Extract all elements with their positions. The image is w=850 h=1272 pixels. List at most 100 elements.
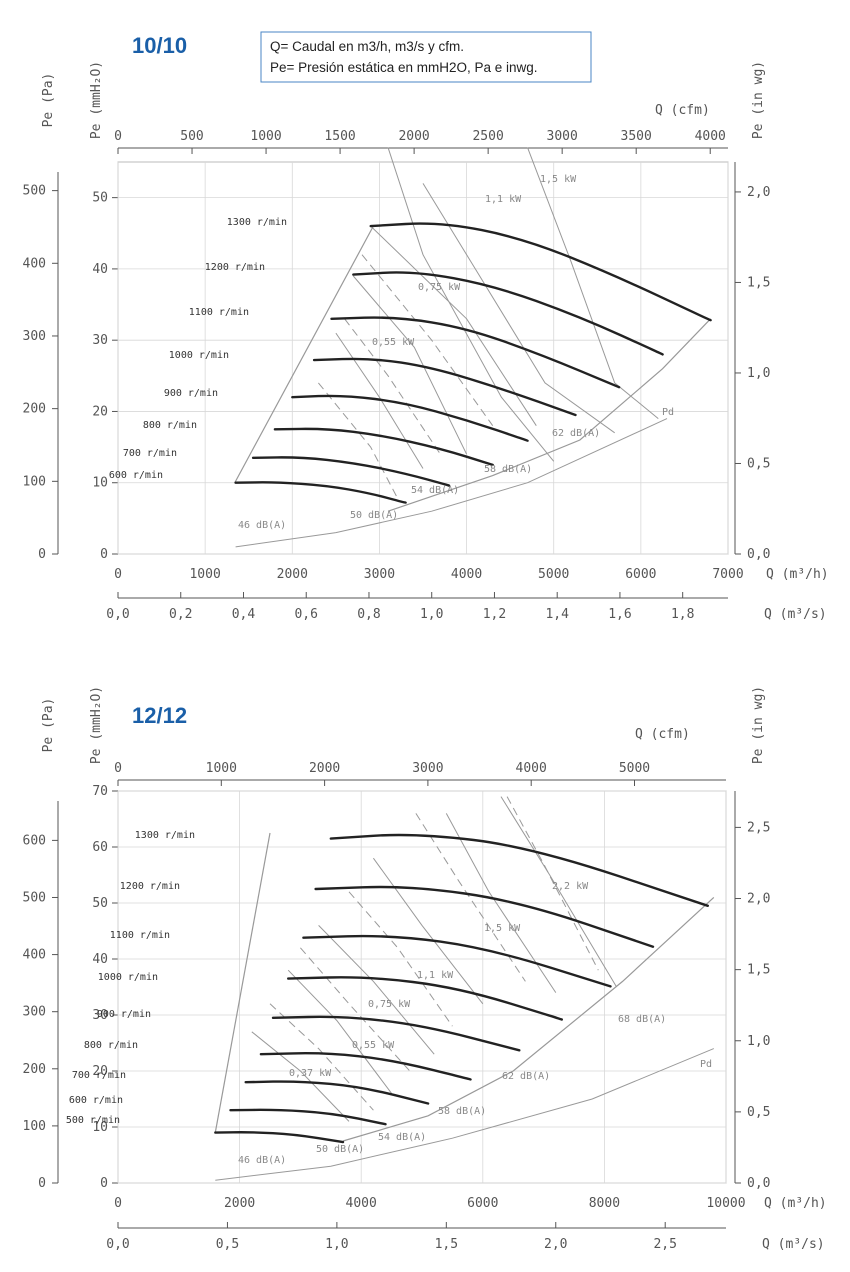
speed-label: 800 r/min xyxy=(84,1040,138,1051)
iso-line xyxy=(500,796,618,988)
vertical-axis-label: Pe (in wg) xyxy=(751,61,766,139)
speed-label: 1300 r/min xyxy=(227,217,287,228)
bottom2-tick-label: 0,4 xyxy=(232,607,256,622)
plot-frame xyxy=(117,790,727,1184)
speed-curve xyxy=(369,222,712,322)
top-tick-label: 1000 xyxy=(250,129,281,144)
y-tick-label: 40 xyxy=(92,262,108,277)
pd-curve xyxy=(215,1048,714,1181)
pa-tick-label: 200 xyxy=(23,402,46,417)
iso-annotation: 46 dB(A) xyxy=(238,520,286,531)
power-iso-line xyxy=(269,1003,374,1111)
speed-curve xyxy=(259,1052,472,1081)
legend-line-1: Q= Caudal en m3/h, m3/s y cfm. xyxy=(270,39,464,54)
y-tick-label: 0 xyxy=(100,547,108,562)
iso-annotation: 1,5 kW xyxy=(540,174,577,185)
pa-tick-label: 200 xyxy=(23,1062,46,1077)
vertical-axis-label: Pe (Pa) xyxy=(41,73,56,128)
iso-annotation: 0,75 kW xyxy=(368,999,411,1010)
pa-tick-label: 400 xyxy=(23,256,46,271)
power-iso-line xyxy=(348,891,453,1027)
speed-curve xyxy=(244,1080,430,1105)
stall-envelope xyxy=(234,225,374,484)
iso-line xyxy=(372,857,484,1005)
speed-curve xyxy=(271,1015,521,1052)
bottom2-tick-label: 0,5 xyxy=(216,1237,239,1252)
bottom2-tick-label: 1,2 xyxy=(483,607,506,622)
bottom2-axis-label: Q (m³/s) xyxy=(762,1237,825,1252)
x-tick-label: 4000 xyxy=(451,567,482,582)
x-tick-label: 1000 xyxy=(189,567,220,582)
iso-annotation: 58 dB(A) xyxy=(484,464,532,475)
iso-annotation: 1,1 kW xyxy=(417,970,454,981)
top-tick-label: 0 xyxy=(114,761,122,776)
speed-label: 1000 r/min xyxy=(169,350,229,361)
power-iso-line xyxy=(361,254,494,426)
speed-curve xyxy=(273,427,494,467)
iso-annotation: 0,55 kW xyxy=(372,337,415,348)
iso-line xyxy=(251,1031,350,1122)
y-tick-label: 70 xyxy=(92,784,108,799)
y-tick-label: 60 xyxy=(92,840,108,855)
x-tick-label: 4000 xyxy=(346,1196,377,1211)
bottom2-tick-label: 0,2 xyxy=(169,607,192,622)
inwg-tick-label: 0,5 xyxy=(747,456,770,471)
x-tick-label: 2000 xyxy=(277,567,308,582)
chart-title: 10/10 xyxy=(132,33,187,58)
vertical-axis-label: Pe (mmH₂O) xyxy=(89,686,104,764)
speed-curve xyxy=(352,271,664,356)
top-tick-label: 3000 xyxy=(412,761,443,776)
pa-tick-label: 100 xyxy=(23,474,46,489)
bottom2-tick-label: 0,0 xyxy=(106,607,129,622)
iso-annotation: Pd xyxy=(662,407,674,418)
inwg-tick-label: 0,5 xyxy=(747,1105,770,1120)
speed-label: 900 r/min xyxy=(97,1009,151,1020)
bottom2-tick-label: 1,0 xyxy=(325,1237,348,1252)
iso-line xyxy=(370,225,537,426)
legend-line-2: Pe= Presión estática en mmH2O, Pa e inwg… xyxy=(270,60,538,75)
y-tick-label: 50 xyxy=(92,191,108,206)
top-tick-label: 1000 xyxy=(206,761,237,776)
pa-tick-label: 100 xyxy=(23,1119,46,1134)
vertical-axis-label: Pe (Pa) xyxy=(41,698,56,753)
speed-label: 1100 r/min xyxy=(110,930,170,941)
speed-curve xyxy=(229,1108,387,1126)
speed-curve xyxy=(291,394,529,442)
y-tick-label: 30 xyxy=(92,333,108,348)
iso-line xyxy=(342,896,715,1142)
pd-curve xyxy=(235,418,668,548)
iso-line xyxy=(387,147,555,462)
speed-label: 900 r/min xyxy=(164,388,218,399)
iso-line xyxy=(318,925,435,1055)
iso-annotation: 50 dB(A) xyxy=(316,1144,364,1155)
iso-annotation: 46 dB(A) xyxy=(238,1155,286,1166)
speed-label: 600 r/min xyxy=(109,470,163,481)
iso-annotation: 50 dB(A) xyxy=(350,510,398,521)
speed-curve xyxy=(329,833,709,907)
stall-envelope xyxy=(214,832,271,1133)
y-tick-label: 0 xyxy=(100,1176,108,1191)
bottom2-tick-label: 2,5 xyxy=(653,1237,676,1252)
power-iso-line xyxy=(344,318,441,455)
bottom2-tick-label: 2,0 xyxy=(544,1237,567,1252)
inwg-tick-label: 2,0 xyxy=(747,185,770,200)
iso-line xyxy=(527,147,659,419)
inwg-tick-label: 2,5 xyxy=(747,820,770,835)
pa-tick-label: 300 xyxy=(23,329,46,344)
top-tick-label: 0 xyxy=(114,129,122,144)
bottom2-tick-label: 1,5 xyxy=(435,1237,458,1252)
x-tick-label: 10000 xyxy=(706,1196,745,1211)
inwg-tick-label: 2,0 xyxy=(747,892,770,907)
bottom2-tick-label: 1,4 xyxy=(545,607,569,622)
top-tick-label: 2000 xyxy=(309,761,340,776)
speed-curve xyxy=(302,934,612,988)
bottom2-tick-label: 1,6 xyxy=(608,607,631,622)
iso-annotation: 54 dB(A) xyxy=(378,1132,426,1143)
bottom2-tick-label: 0,6 xyxy=(294,607,317,622)
top-tick-label: 3500 xyxy=(621,129,652,144)
x-tick-label: 7000 xyxy=(712,567,743,582)
top-tick-label: 5000 xyxy=(619,761,650,776)
iso-annotation: 1,1 kW xyxy=(485,194,522,205)
speed-label: 700 r/min xyxy=(123,448,177,459)
bottom2-tick-label: 0,0 xyxy=(106,1237,129,1252)
